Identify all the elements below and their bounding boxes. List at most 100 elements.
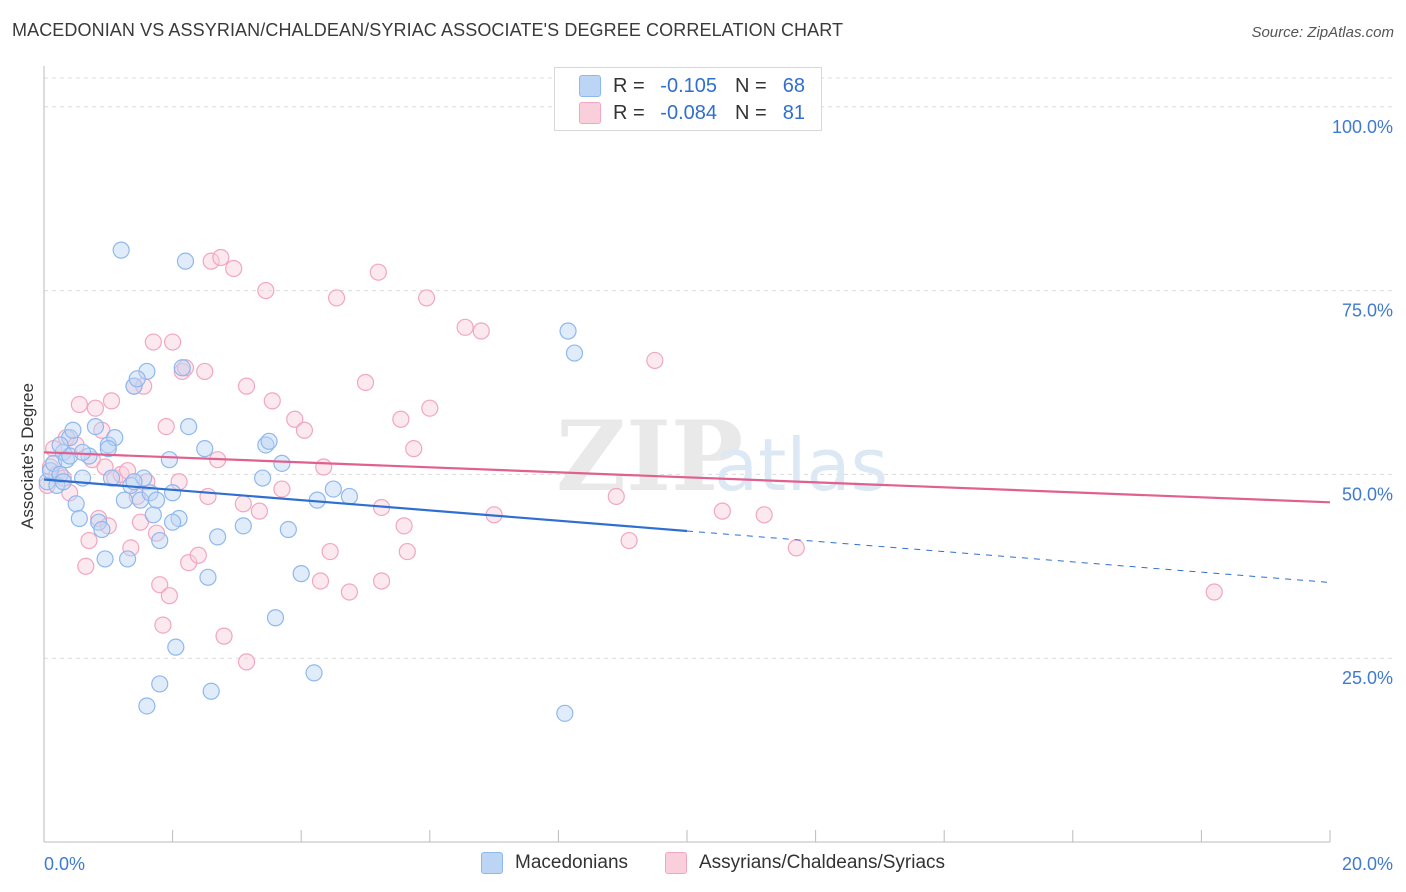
point-assyrian (713, 502, 731, 520)
trendline-macedonians (43, 478, 688, 533)
point-macedonian (556, 704, 574, 722)
point-macedonian (135, 469, 153, 487)
point-macedonian (565, 344, 584, 362)
x-tick-label-min: 0.0% (44, 854, 85, 874)
point-macedonian (173, 359, 191, 377)
point-assyrian (369, 263, 387, 281)
point-assyrian (295, 421, 314, 439)
legend-r-label: R = (613, 74, 645, 97)
point-assyrian (286, 410, 304, 428)
point-assyrian (196, 362, 214, 381)
legend-r-value: -0.084 (660, 101, 717, 124)
point-assyrian (456, 318, 474, 336)
trendline-extension-macedonians (686, 530, 1331, 583)
legend-row-assyrians: R = -0.084 N = 81 (579, 100, 805, 126)
point-macedonian (64, 421, 82, 439)
point-assyrian (237, 377, 256, 395)
point-macedonian (279, 520, 297, 539)
point-assyrian (620, 531, 638, 550)
point-assyrian (405, 440, 423, 458)
bottom-legend-macedonians: Macedonians (481, 852, 628, 874)
point-assyrian (70, 395, 88, 414)
point-assyrian (164, 333, 182, 351)
point-assyrian (80, 531, 98, 550)
bottom-legend-assyrians: Assyrians/Chaldeans/Syriacs (665, 852, 945, 874)
point-assyrian (199, 487, 217, 506)
point-assyrian (1205, 583, 1223, 601)
point-assyrian (189, 546, 207, 564)
point-macedonian (147, 491, 166, 509)
point-assyrian (607, 487, 625, 506)
legend-n-value: 68 (782, 74, 805, 97)
point-macedonian (340, 487, 359, 506)
chart-title: MACEDONIAN VS ASSYRIAN/CHALDEAN/SYRIAC A… (12, 20, 844, 40)
point-macedonian (151, 531, 169, 550)
point-macedonian (199, 568, 217, 586)
point-macedonian (73, 443, 92, 461)
point-macedonian (292, 565, 310, 583)
point-macedonian (67, 495, 85, 513)
trendline-assyrians (43, 451, 1331, 504)
point-macedonian (102, 469, 121, 487)
point-macedonian (180, 417, 198, 436)
point-assyrian (151, 576, 169, 594)
y-tick-label: 75.0% (1342, 301, 1393, 321)
point-macedonian (128, 370, 146, 388)
point-assyrian (234, 495, 252, 513)
point-macedonian (254, 469, 272, 487)
point-macedonian (324, 480, 342, 498)
point-assyrian (144, 333, 162, 351)
point-assyrian (395, 517, 413, 535)
bottom-legend: Macedonians Assyrians/Chaldeans/Syriacs (0, 852, 1406, 878)
y-tick-label: 25.0% (1342, 668, 1393, 688)
point-assyrian (237, 653, 256, 671)
point-assyrian (157, 417, 175, 436)
legend: R = -0.105 N = 68 R = -0.084 N = 81 (554, 67, 822, 131)
y-tick-label: 50.0% (1342, 484, 1393, 504)
bottom-legend-swatch-macedonians (481, 852, 503, 874)
point-macedonian (176, 252, 195, 270)
point-macedonian (96, 550, 114, 568)
point-macedonian (99, 440, 117, 458)
point-macedonian (112, 241, 130, 259)
point-assyrian (321, 542, 339, 561)
point-macedonian (151, 675, 169, 693)
point-assyrian (311, 572, 330, 590)
point-assyrian (787, 539, 805, 557)
point-assyrian (327, 289, 346, 307)
point-macedonian (144, 506, 162, 524)
point-macedonian (202, 682, 220, 700)
point-assyrian (421, 399, 439, 417)
point-assyrian (273, 480, 291, 498)
point-assyrian (372, 572, 391, 590)
point-macedonian (86, 417, 105, 436)
point-macedonian (70, 509, 88, 528)
point-macedonian (273, 454, 291, 472)
point-assyrian (257, 281, 275, 300)
point-macedonian (167, 638, 185, 656)
point-macedonian (118, 550, 137, 568)
point-assyrian (392, 410, 410, 428)
legend-swatch-macedonians (579, 75, 601, 97)
watermark-zip: ZIP (556, 400, 743, 513)
point-assyrian (755, 506, 773, 524)
bottom-legend-swatch-assyrians (665, 852, 687, 874)
point-macedonian (234, 517, 252, 535)
point-macedonian (115, 491, 133, 509)
point-assyrian (202, 252, 220, 270)
point-assyrian (212, 248, 230, 267)
point-assyrian (356, 373, 375, 392)
point-macedonian (196, 440, 214, 458)
legend-n-label: N = (735, 101, 767, 124)
legend-swatch-assyrians (579, 102, 601, 124)
point-macedonian (266, 609, 285, 627)
legend-n-value: 81 (782, 101, 805, 124)
point-assyrian (263, 392, 281, 410)
point-assyrian (131, 513, 150, 531)
legend-row-macedonians: R = -0.105 N = 68 (579, 73, 805, 99)
point-assyrian (154, 616, 172, 634)
point-macedonian (164, 513, 182, 531)
x-tick-label-max: 20.0% (1342, 854, 1393, 874)
point-macedonian (260, 432, 278, 450)
